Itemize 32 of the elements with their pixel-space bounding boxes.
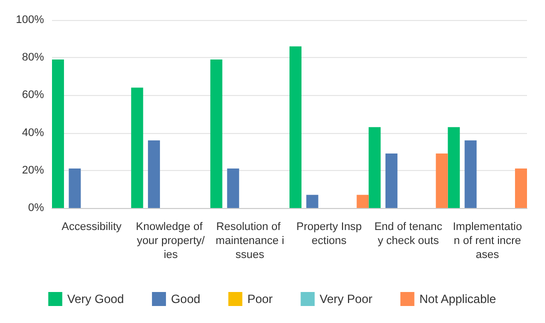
bar: [385, 153, 398, 208]
bar: [306, 194, 318, 208]
y-tick-label: 80%: [22, 52, 44, 64]
bar: [515, 168, 527, 208]
bar: [356, 194, 369, 208]
bar: [210, 59, 222, 208]
x-tick-label: Resolution of maintenance issues: [216, 221, 284, 261]
bar: [436, 153, 448, 208]
legend-label: Not Applicable: [419, 292, 496, 306]
legend-label: Very Poor: [320, 292, 372, 306]
y-tick-label: 60%: [22, 89, 44, 102]
legend-label: Poor: [247, 292, 273, 306]
y-tick-label: 0%: [28, 202, 44, 214]
x-tick-label: Property Inspections: [296, 221, 362, 247]
y-tick-label: 40%: [22, 126, 44, 139]
bar: [227, 168, 240, 208]
bar: [148, 140, 160, 208]
legend-label: Very Good: [67, 292, 124, 306]
bar: [368, 127, 381, 208]
y-tick-label: 20%: [22, 164, 44, 176]
bar: [448, 127, 460, 208]
y-tick-label: 100%: [16, 14, 44, 26]
bar: [52, 59, 64, 208]
x-tick-label: Implementation of rent increases: [452, 221, 522, 261]
x-tick-label: Knowledge of your property/ies: [136, 221, 206, 261]
bar: [68, 168, 81, 208]
bar: [464, 140, 477, 208]
legend-label: Good: [170, 292, 200, 306]
x-tick-label: End of tenancy check outs: [374, 221, 443, 247]
x-tick-label: Accessibility: [62, 221, 122, 233]
bar: [131, 88, 144, 208]
bar: [289, 46, 302, 208]
